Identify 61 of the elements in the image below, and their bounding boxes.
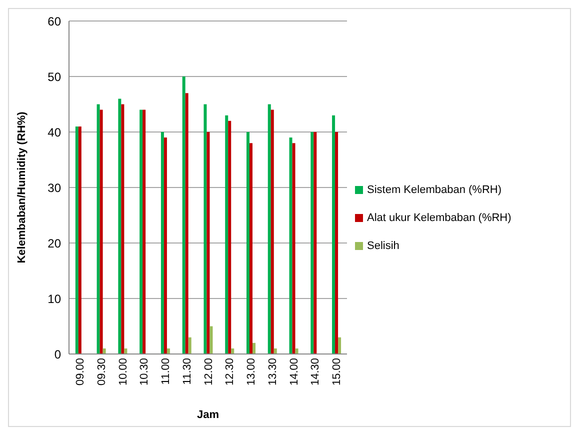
x-tick-label: 11.00 [160, 358, 172, 385]
x-tick-label: 09.00 [74, 358, 86, 386]
x-tick-label: 13.30 [266, 358, 279, 386]
bar [268, 104, 271, 354]
bar [292, 143, 296, 354]
x-tick-label: 12.30 [224, 358, 236, 386]
bar [335, 132, 338, 354]
bar [332, 115, 336, 354]
x-tick-label: 14.30 [310, 358, 322, 386]
y-tick-label: 40 [48, 125, 62, 140]
bar [204, 104, 207, 354]
bar [228, 120, 232, 354]
bar [166, 348, 170, 354]
bar [295, 348, 298, 354]
x-tick-label: 09.30 [96, 358, 108, 386]
bar [252, 342, 256, 354]
bar [289, 138, 292, 354]
y-tick-label: 0 [54, 347, 62, 362]
y-tick-label: 10 [48, 292, 62, 306]
legend-label: Sistem Kelembaban (%RH) [367, 184, 502, 196]
y-tick-label: 50 [48, 70, 62, 84]
bar [78, 126, 82, 354]
bar [100, 110, 103, 354]
bar [121, 104, 124, 354]
y-tick-label: 60 [48, 14, 62, 28]
bar [270, 110, 274, 354]
y-tick-label: 20 [48, 236, 62, 250]
x-tick-label: 13.00 [246, 358, 258, 386]
x-tick-label: 12.00 [202, 358, 215, 386]
x-axis-title: Jam [196, 409, 220, 421]
bar [225, 115, 228, 354]
bar [96, 104, 100, 354]
bar [75, 126, 78, 354]
bar [164, 138, 167, 354]
y-axis-title: Kelembaban/Humidity (RH%) [16, 111, 28, 264]
legend-label: Selisih [367, 240, 400, 252]
x-tick-label: 11.30 [181, 358, 194, 385]
x-tick-label: 10.30 [138, 358, 151, 386]
bar [338, 337, 342, 354]
bar [314, 132, 317, 354]
bar [188, 337, 192, 354]
bar [160, 132, 164, 354]
bar [310, 132, 314, 354]
legend-label: Alat ukur Kelembaban (%RH) [367, 212, 512, 224]
bar [231, 348, 234, 354]
bar [274, 348, 277, 354]
bar [206, 132, 210, 354]
bar [249, 143, 252, 354]
bar [182, 76, 186, 354]
bar [140, 110, 143, 354]
bar [142, 110, 146, 354]
x-tick-label: 15.00 [331, 358, 344, 386]
y-tick-label: 30 [48, 180, 62, 195]
bar [246, 132, 250, 354]
bar [118, 98, 122, 354]
bar [210, 326, 213, 354]
bar [185, 93, 188, 354]
bar [124, 348, 128, 354]
bar [102, 348, 106, 354]
x-tick-label: 14.00 [288, 358, 300, 386]
x-tick-label: 10.00 [117, 358, 130, 386]
